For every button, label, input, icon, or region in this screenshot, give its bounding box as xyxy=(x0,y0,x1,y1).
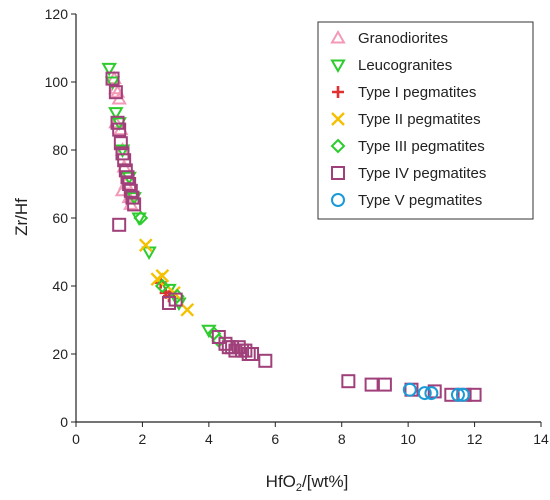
point-type-ii-pegmatites xyxy=(138,238,153,253)
legend-marker-type-i-pegmatites xyxy=(332,86,344,98)
point-type-iv-pegmatites xyxy=(364,377,379,392)
x-tick-label: 0 xyxy=(72,431,80,447)
x-tick-label: 6 xyxy=(271,431,279,447)
y-tick-label: 0 xyxy=(60,414,68,430)
point-leucogranites xyxy=(108,107,124,121)
x-tick-label: 12 xyxy=(467,431,483,447)
x-tick-label: 10 xyxy=(400,431,416,447)
point-type-iv-pegmatites xyxy=(127,197,142,212)
y-tick-label: 100 xyxy=(45,74,69,90)
point-type-v-pegmatites xyxy=(450,387,465,402)
legend-marker-type-ii-pegmatites xyxy=(331,112,345,126)
point-type-ii-pegmatites xyxy=(180,302,195,317)
legend-label-granodiorites: Granodiorites xyxy=(358,30,448,47)
point-type-iv-pegmatites xyxy=(341,374,356,389)
point-type-iv-pegmatites xyxy=(117,153,132,168)
legend: Granodiorites Leucogranites Type I pegmati… xyxy=(317,21,534,220)
x-axis-title-subscript: 2 xyxy=(296,482,302,494)
point-type-iv-pegmatites xyxy=(245,347,260,361)
legend-label-leucogranites: Leucogranites xyxy=(358,57,452,74)
point-type-v-pegmatites xyxy=(455,387,470,402)
point-type-v-pegmatites xyxy=(417,386,432,401)
point-type-iv-pegmatites xyxy=(105,71,120,86)
y-tick-label: 20 xyxy=(52,346,68,362)
y-tick-label: 80 xyxy=(52,142,68,158)
point-type-iv-pegmatites xyxy=(113,136,128,151)
y-tick-label: 120 xyxy=(45,6,69,22)
y-axis-title: Zr/Hf xyxy=(12,198,31,236)
point-type-iv-pegmatites xyxy=(112,217,127,232)
point-granodiorites xyxy=(108,114,124,129)
x-tick-label: 8 xyxy=(338,431,346,447)
point-type-ii-pegmatites xyxy=(155,268,170,283)
point-leucogranites xyxy=(101,62,117,77)
y-tick-label: 40 xyxy=(52,278,68,294)
point-type-v-pegmatites xyxy=(402,382,417,397)
x-axis-title: HfO2/[wt%] xyxy=(266,472,349,494)
point-type-iii-pegmatites xyxy=(154,278,170,294)
legend-label-type-v-pegmatites: Type V pegmatites xyxy=(358,192,482,209)
legend-label-type-ii-pegmatites: Type II pegmatites xyxy=(358,111,481,128)
legend-label-type-iii-pegmatites: Type III pegmatites xyxy=(358,138,485,155)
legend-marker-leucogranites xyxy=(330,59,346,74)
x-tick-label: 14 xyxy=(533,431,549,447)
x-axis-title-main: HfO xyxy=(266,472,296,491)
point-type-v-pegmatites xyxy=(424,386,439,401)
point-type-iii-pegmatites xyxy=(133,210,149,226)
legend-marker-type-iii-pegmatites xyxy=(330,138,346,154)
point-leucogranites xyxy=(104,76,121,91)
legend-marker-type-v-pegmatites xyxy=(331,193,345,207)
point-type-iv-pegmatites xyxy=(108,85,123,100)
point-type-iv-pegmatites xyxy=(112,122,127,137)
y-tick-label: 60 xyxy=(52,210,68,226)
legend-box xyxy=(317,21,534,220)
legend-marker-granodiorites xyxy=(330,29,346,44)
x-tick-label: 2 xyxy=(139,431,147,447)
legend-label-type-iv-pegmatites: Type IV pegmatites xyxy=(358,165,486,182)
data-points xyxy=(101,62,482,402)
point-leucogranites xyxy=(114,144,131,159)
axes: 0 2 4 6 8 10 12 14 0 20 40 60 80 100 120 xyxy=(45,6,549,447)
point-type-iv-pegmatites xyxy=(377,377,392,392)
legend-label-type-i-pegmatites: Type I pegmatites xyxy=(358,84,476,101)
point-type-iv-pegmatites xyxy=(168,292,183,307)
point-type-iv-pegmatites xyxy=(258,353,273,368)
x-tick-label: 4 xyxy=(205,431,213,447)
legend-marker-type-iv-pegmatites xyxy=(331,166,345,180)
x-axis-title-unit: /[wt%] xyxy=(302,472,348,491)
